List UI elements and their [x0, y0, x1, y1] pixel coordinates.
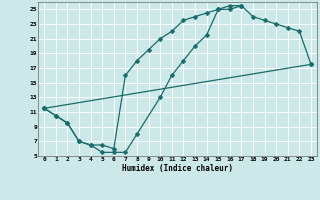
- X-axis label: Humidex (Indice chaleur): Humidex (Indice chaleur): [122, 164, 233, 173]
